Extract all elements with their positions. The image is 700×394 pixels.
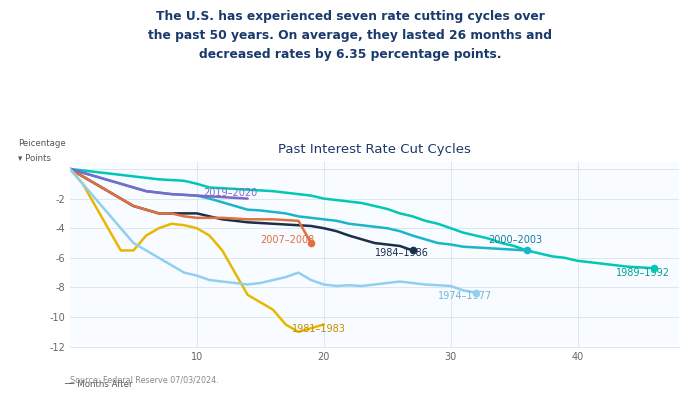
Point [407,247,418,254]
Text: The U.S. has experienced seven rate cutting cycles over
the past 50 years. On av: The U.S. has experienced seven rate cutt… [148,10,552,61]
Text: Source: Federal Reserve 07/03/2024.: Source: Federal Reserve 07/03/2024. [70,375,218,384]
Text: 2000–2003: 2000–2003 [489,235,542,245]
Title: Past Interest Rate Cut Cycles: Past Interest Rate Cut Cycles [278,143,471,156]
Text: ▾ Points: ▾ Points [18,154,51,163]
Point [648,265,659,271]
Text: 2019–2020: 2019–2020 [203,188,258,199]
Text: Peicentage: Peicentage [18,139,66,148]
Text: 1984–1986: 1984–1986 [374,248,428,258]
Text: ── Months After: ── Months After [64,380,132,389]
Text: 1989–1992: 1989–1992 [615,268,670,278]
Text: 2007–2008: 2007–2008 [260,235,314,245]
Point [470,290,482,296]
Point [521,247,532,254]
Text: 1974–1977: 1974–1977 [438,291,492,301]
Ellipse shape [0,135,700,255]
Text: 1981–1983: 1981–1983 [292,324,346,334]
Point [305,240,316,246]
